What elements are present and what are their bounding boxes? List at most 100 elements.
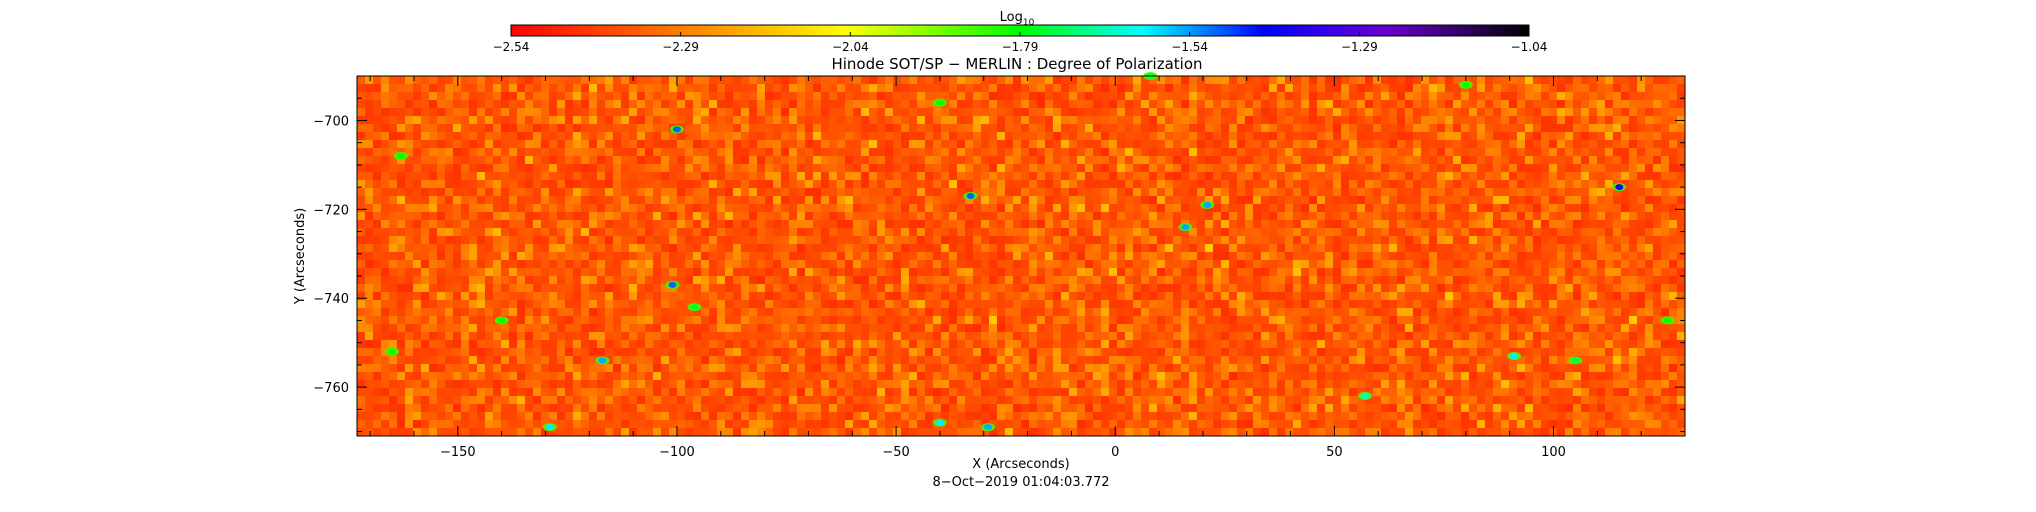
heatmap-cell — [1501, 308, 1510, 317]
heatmap-cell — [645, 284, 654, 293]
heatmap-cell — [693, 252, 702, 261]
heatmap-cell — [693, 140, 702, 149]
heatmap-cell — [829, 76, 838, 85]
heatmap-cell — [925, 236, 934, 245]
heatmap-cell — [421, 188, 430, 197]
heatmap-cell — [397, 244, 406, 253]
heatmap-cell — [437, 156, 446, 165]
heatmap-cell — [1589, 244, 1598, 253]
heatmap-cell — [885, 100, 894, 109]
heatmap-cell — [765, 140, 774, 149]
heatmap-cell — [1597, 188, 1606, 197]
heatmap-cell — [1557, 204, 1566, 213]
heatmap-cell — [677, 236, 686, 245]
heatmap-cell — [949, 84, 958, 93]
heatmap-cell — [541, 260, 550, 269]
heatmap-cell — [1013, 244, 1022, 253]
heatmap-cell — [989, 140, 998, 149]
heatmap-cell — [1493, 252, 1502, 261]
heatmap-cell — [1197, 84, 1206, 93]
heatmap-cell — [1405, 228, 1414, 237]
heatmap-cell — [1109, 252, 1118, 261]
heatmap-cell — [1669, 276, 1678, 285]
heatmap-cell — [813, 84, 822, 93]
heatmap-cell — [805, 124, 814, 133]
heatmap-cell — [1269, 148, 1278, 157]
heatmap-cell — [589, 300, 598, 309]
heatmap-cell — [1349, 252, 1358, 261]
heatmap-cell — [1373, 308, 1382, 317]
heatmap-cell — [1181, 100, 1190, 109]
heatmap-cell — [677, 100, 686, 109]
heatmap-cell — [533, 108, 542, 117]
heatmap-cell — [1485, 100, 1494, 109]
heatmap-cell — [1213, 196, 1222, 205]
heatmap-cell — [1205, 180, 1214, 189]
heatmap-cell — [1461, 196, 1470, 205]
heatmap-cell — [1509, 108, 1518, 117]
heatmap-cell — [789, 236, 798, 245]
heatmap-cell — [509, 196, 518, 205]
heatmap-cell — [773, 244, 782, 253]
heatmap-cell — [1573, 308, 1582, 317]
heatmap-cell — [989, 108, 998, 117]
heatmap-cell — [1517, 204, 1526, 213]
heatmap-cell — [1205, 236, 1214, 245]
heatmap-cell — [1613, 140, 1622, 149]
heatmap-cell — [749, 92, 758, 101]
heatmap-cell — [1277, 212, 1286, 221]
heatmap-cell — [485, 236, 494, 245]
heatmap-cell — [437, 172, 446, 181]
heatmap-cell — [1413, 156, 1422, 165]
heatmap-cell — [869, 228, 878, 237]
heatmap-cell — [381, 196, 390, 205]
heatmap-cell — [981, 188, 990, 197]
heatmap-cell — [1269, 212, 1278, 221]
heatmap-cell — [1669, 300, 1678, 309]
heatmap-cell — [413, 284, 422, 293]
heatmap-cell — [1029, 188, 1038, 197]
heatmap-cell — [597, 276, 606, 285]
heatmap-cell — [805, 180, 814, 189]
heatmap-cell — [1357, 164, 1366, 173]
heatmap-cell — [1573, 132, 1582, 141]
heatmap-cell — [573, 140, 582, 149]
heatmap-cell — [1621, 252, 1630, 261]
heatmap-cell — [1149, 244, 1158, 253]
heatmap-cell — [733, 84, 742, 93]
heatmap-cell — [573, 76, 582, 85]
heatmap-cell — [981, 268, 990, 277]
heatmap-cell — [965, 268, 974, 277]
heatmap-cell — [1333, 180, 1342, 189]
heatmap-cell — [1237, 212, 1246, 221]
heatmap-cell — [413, 276, 422, 285]
heatmap-cell — [613, 300, 622, 309]
heatmap-cell — [901, 308, 910, 317]
heatmap-cell — [765, 252, 774, 261]
heatmap-cell — [357, 276, 366, 285]
heatmap-cell — [1293, 116, 1302, 125]
heatmap-cell — [1437, 268, 1446, 277]
heatmap-cell — [909, 108, 918, 117]
heatmap-cell — [653, 100, 662, 109]
heatmap-cell — [533, 172, 542, 181]
heatmap-cell — [397, 284, 406, 293]
heatmap-cell — [1605, 164, 1614, 173]
heatmap-cell — [1349, 180, 1358, 189]
heatmap-cell — [1005, 212, 1014, 221]
heatmap-cell — [709, 260, 718, 269]
heatmap-cell — [773, 212, 782, 221]
heatmap-cell — [1069, 196, 1078, 205]
heatmap-cell — [1477, 236, 1486, 245]
heatmap-cell — [1245, 92, 1254, 101]
heatmap-cell — [1229, 100, 1238, 109]
heatmap-cell — [677, 300, 686, 309]
heatmap-cell — [701, 220, 710, 229]
heatmap-cell — [901, 172, 910, 181]
heatmap-cell — [1589, 236, 1598, 245]
heatmap-cell — [813, 292, 822, 301]
heatmap-cell — [989, 300, 998, 309]
heatmap-cell — [525, 76, 534, 85]
heatmap-cell — [1101, 84, 1110, 93]
heatmap-cell — [453, 156, 462, 165]
